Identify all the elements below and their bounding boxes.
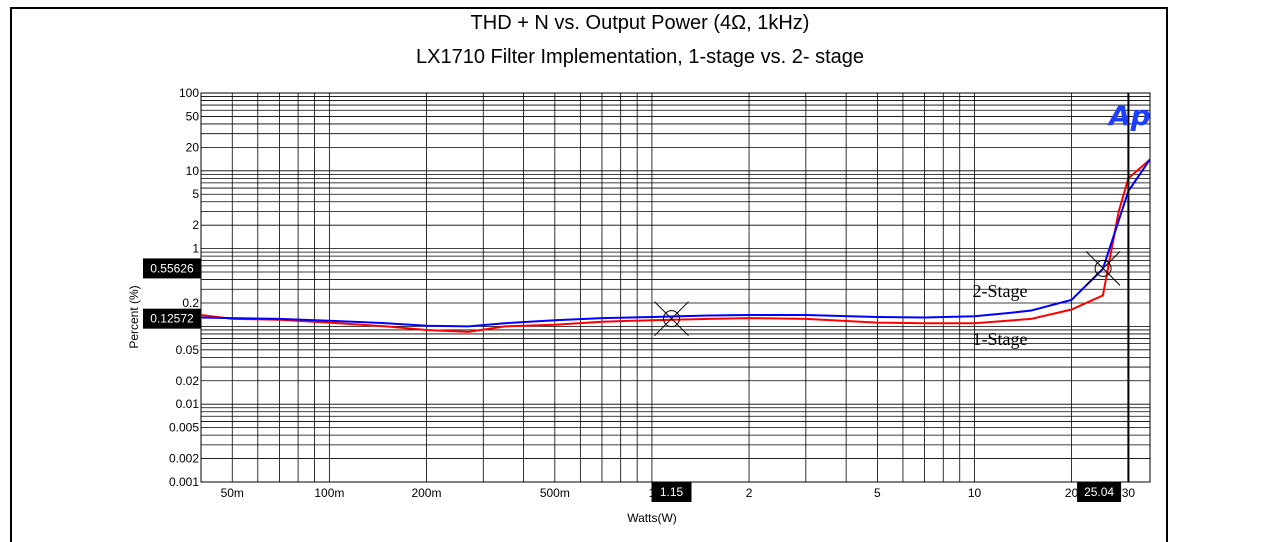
y-cursor-readout-upper-box [143,258,201,279]
ap-logo: Ap [1107,99,1151,132]
x-tick-label: 500m [540,486,570,500]
cursor-marker-cross [654,301,689,337]
y-tick-label: 0.001 [169,475,199,489]
x-gridlines [231,93,1129,482]
cursor-marker-cross [1085,251,1121,286]
plot-border [200,92,1151,483]
x-axis-label: Watts(W) [627,511,677,525]
y-tick-labels: 1005020105210.50.20.050.020.010.0050.002… [169,86,199,489]
y-tick-label: 0.005 [169,421,199,435]
y-tick-label: 0.2 [182,296,199,310]
y-tick-label: 0.01 [176,397,200,411]
y-axis-label: Percent (%) [127,285,141,348]
chart-title: THD + N vs. Output Power (4Ω, 1kHz) [471,12,810,34]
x-cursor-readout-right-box [1077,482,1122,502]
plot-area: 50m100m200m500m125102030 1005020105210.5… [143,86,1151,502]
y-tick-label: 50 [186,109,200,123]
y-tick-label: 10 [186,164,200,178]
y-tick-label: 5 [192,187,199,201]
chart-subtitle: LX1710 Filter Implementation, 1-stage vs… [416,46,864,68]
y-cursor-readout-upper: 0.55626 [150,261,194,275]
series-line-2 [201,158,1150,328]
series-layer [201,158,1150,333]
x-tick-labels: 50m100m200m500m125102030 [221,486,1136,500]
y-tick-label: 1 [192,242,199,256]
x-tick-label: 30 [1122,486,1136,500]
x-cursor-readout-right: 25.04 [1084,485,1114,499]
y-tick-label: 0.002 [169,452,199,466]
x-cursor-readout-left: 1.15 [660,485,684,499]
y-tick-label: 0.02 [176,374,200,388]
x-tick-label: 20 [1065,486,1079,500]
annotation-1-stage: 1-Stage [973,329,1028,349]
x-tick-label: 2 [746,486,753,500]
y-cursor-readout-lower-box [143,308,201,329]
x-tick-label: 10 [968,486,982,500]
series-line-1 [201,158,1150,333]
y-gridlines [201,96,1150,459]
cursor-marker [663,310,681,328]
x-tick-label: 100m [314,486,344,500]
cursor-marker [1094,259,1112,277]
y-cursor-readout-lower: 0.12572 [150,312,194,326]
y-tick-label: 0.05 [176,343,200,357]
y-tick-label: 2 [192,218,199,232]
x-cursor-readout-left-box [651,482,692,502]
annotation-2-stage: 2-Stage [973,281,1028,301]
y-tick-label: 20 [186,140,200,154]
y-tick-label: 100 [179,86,199,100]
x-tick-label: 50m [221,486,244,500]
x-tick-label: 5 [874,486,881,500]
x-tick-label: 200m [411,486,441,500]
cursor-layer: 0.55626 0.12572 1.15 25.04 [143,93,1130,502]
